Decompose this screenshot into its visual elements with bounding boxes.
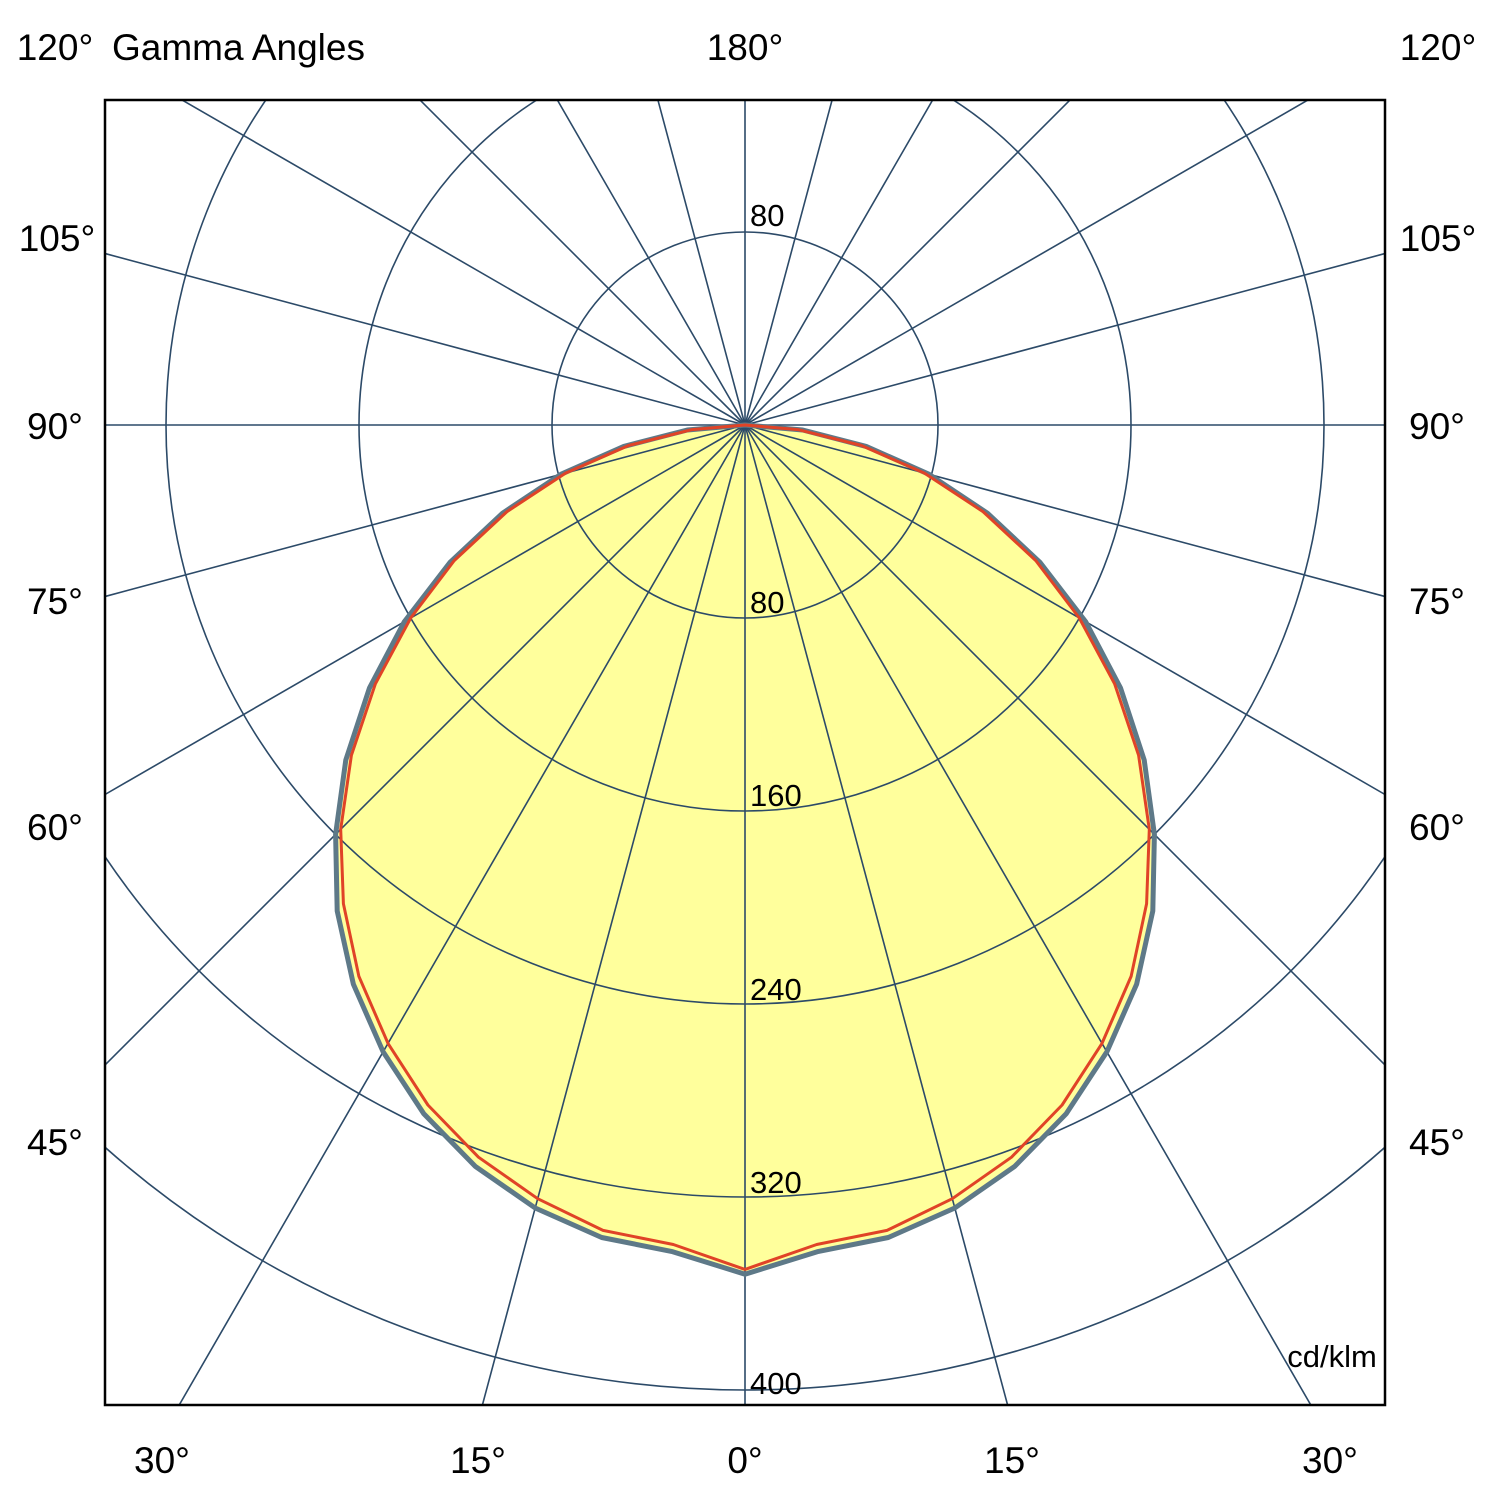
curve-c0-c180 [333, 422, 1157, 1277]
ring-label-80: 80 [750, 585, 785, 620]
gamma-label-bottom-15-left: 15° [450, 1440, 506, 1481]
ring-label-240: 240 [750, 972, 802, 1007]
gamma-label-top-180: 180° [706, 27, 784, 68]
page-title: Gamma Angles [112, 27, 365, 68]
gamma-label-left-120: 120° [16, 27, 94, 68]
curve-c90-c270 [339, 423, 1151, 1271]
gamma-label-bottom-15-right: 15° [984, 1440, 1040, 1481]
gamma-label-left-60: 60° [27, 807, 83, 848]
gamma-label-right-60: 60° [1409, 807, 1465, 848]
gamma-label-right-105: 105° [1399, 218, 1477, 259]
ring-label-400: 400 [750, 1366, 802, 1401]
gamma-label-bottom-0: 0° [727, 1440, 763, 1481]
gamma-label-bottom-30-left: 30° [134, 1440, 190, 1481]
ring-label-320: 320 [750, 1165, 802, 1200]
ring-label-80-top: 80 [750, 198, 785, 233]
gamma-label-left-90: 90° [27, 406, 83, 447]
gamma-label-right-45: 45° [1409, 1122, 1465, 1163]
gamma-label-right-90: 90° [1409, 406, 1465, 447]
gamma-label-left-75: 75° [27, 581, 83, 622]
gamma-label-left-105: 105° [18, 218, 96, 259]
gamma-label-right-75: 75° [1409, 581, 1465, 622]
gamma-label-left-45: 45° [27, 1122, 83, 1163]
ring-label-160: 160 [750, 778, 802, 813]
gamma-label-right-120: 120° [1399, 27, 1477, 68]
gamma-label-bottom-30-right: 30° [1302, 1440, 1358, 1481]
plot-frame [103, 98, 1387, 1407]
unit-label: cd/klm [1287, 1339, 1377, 1374]
